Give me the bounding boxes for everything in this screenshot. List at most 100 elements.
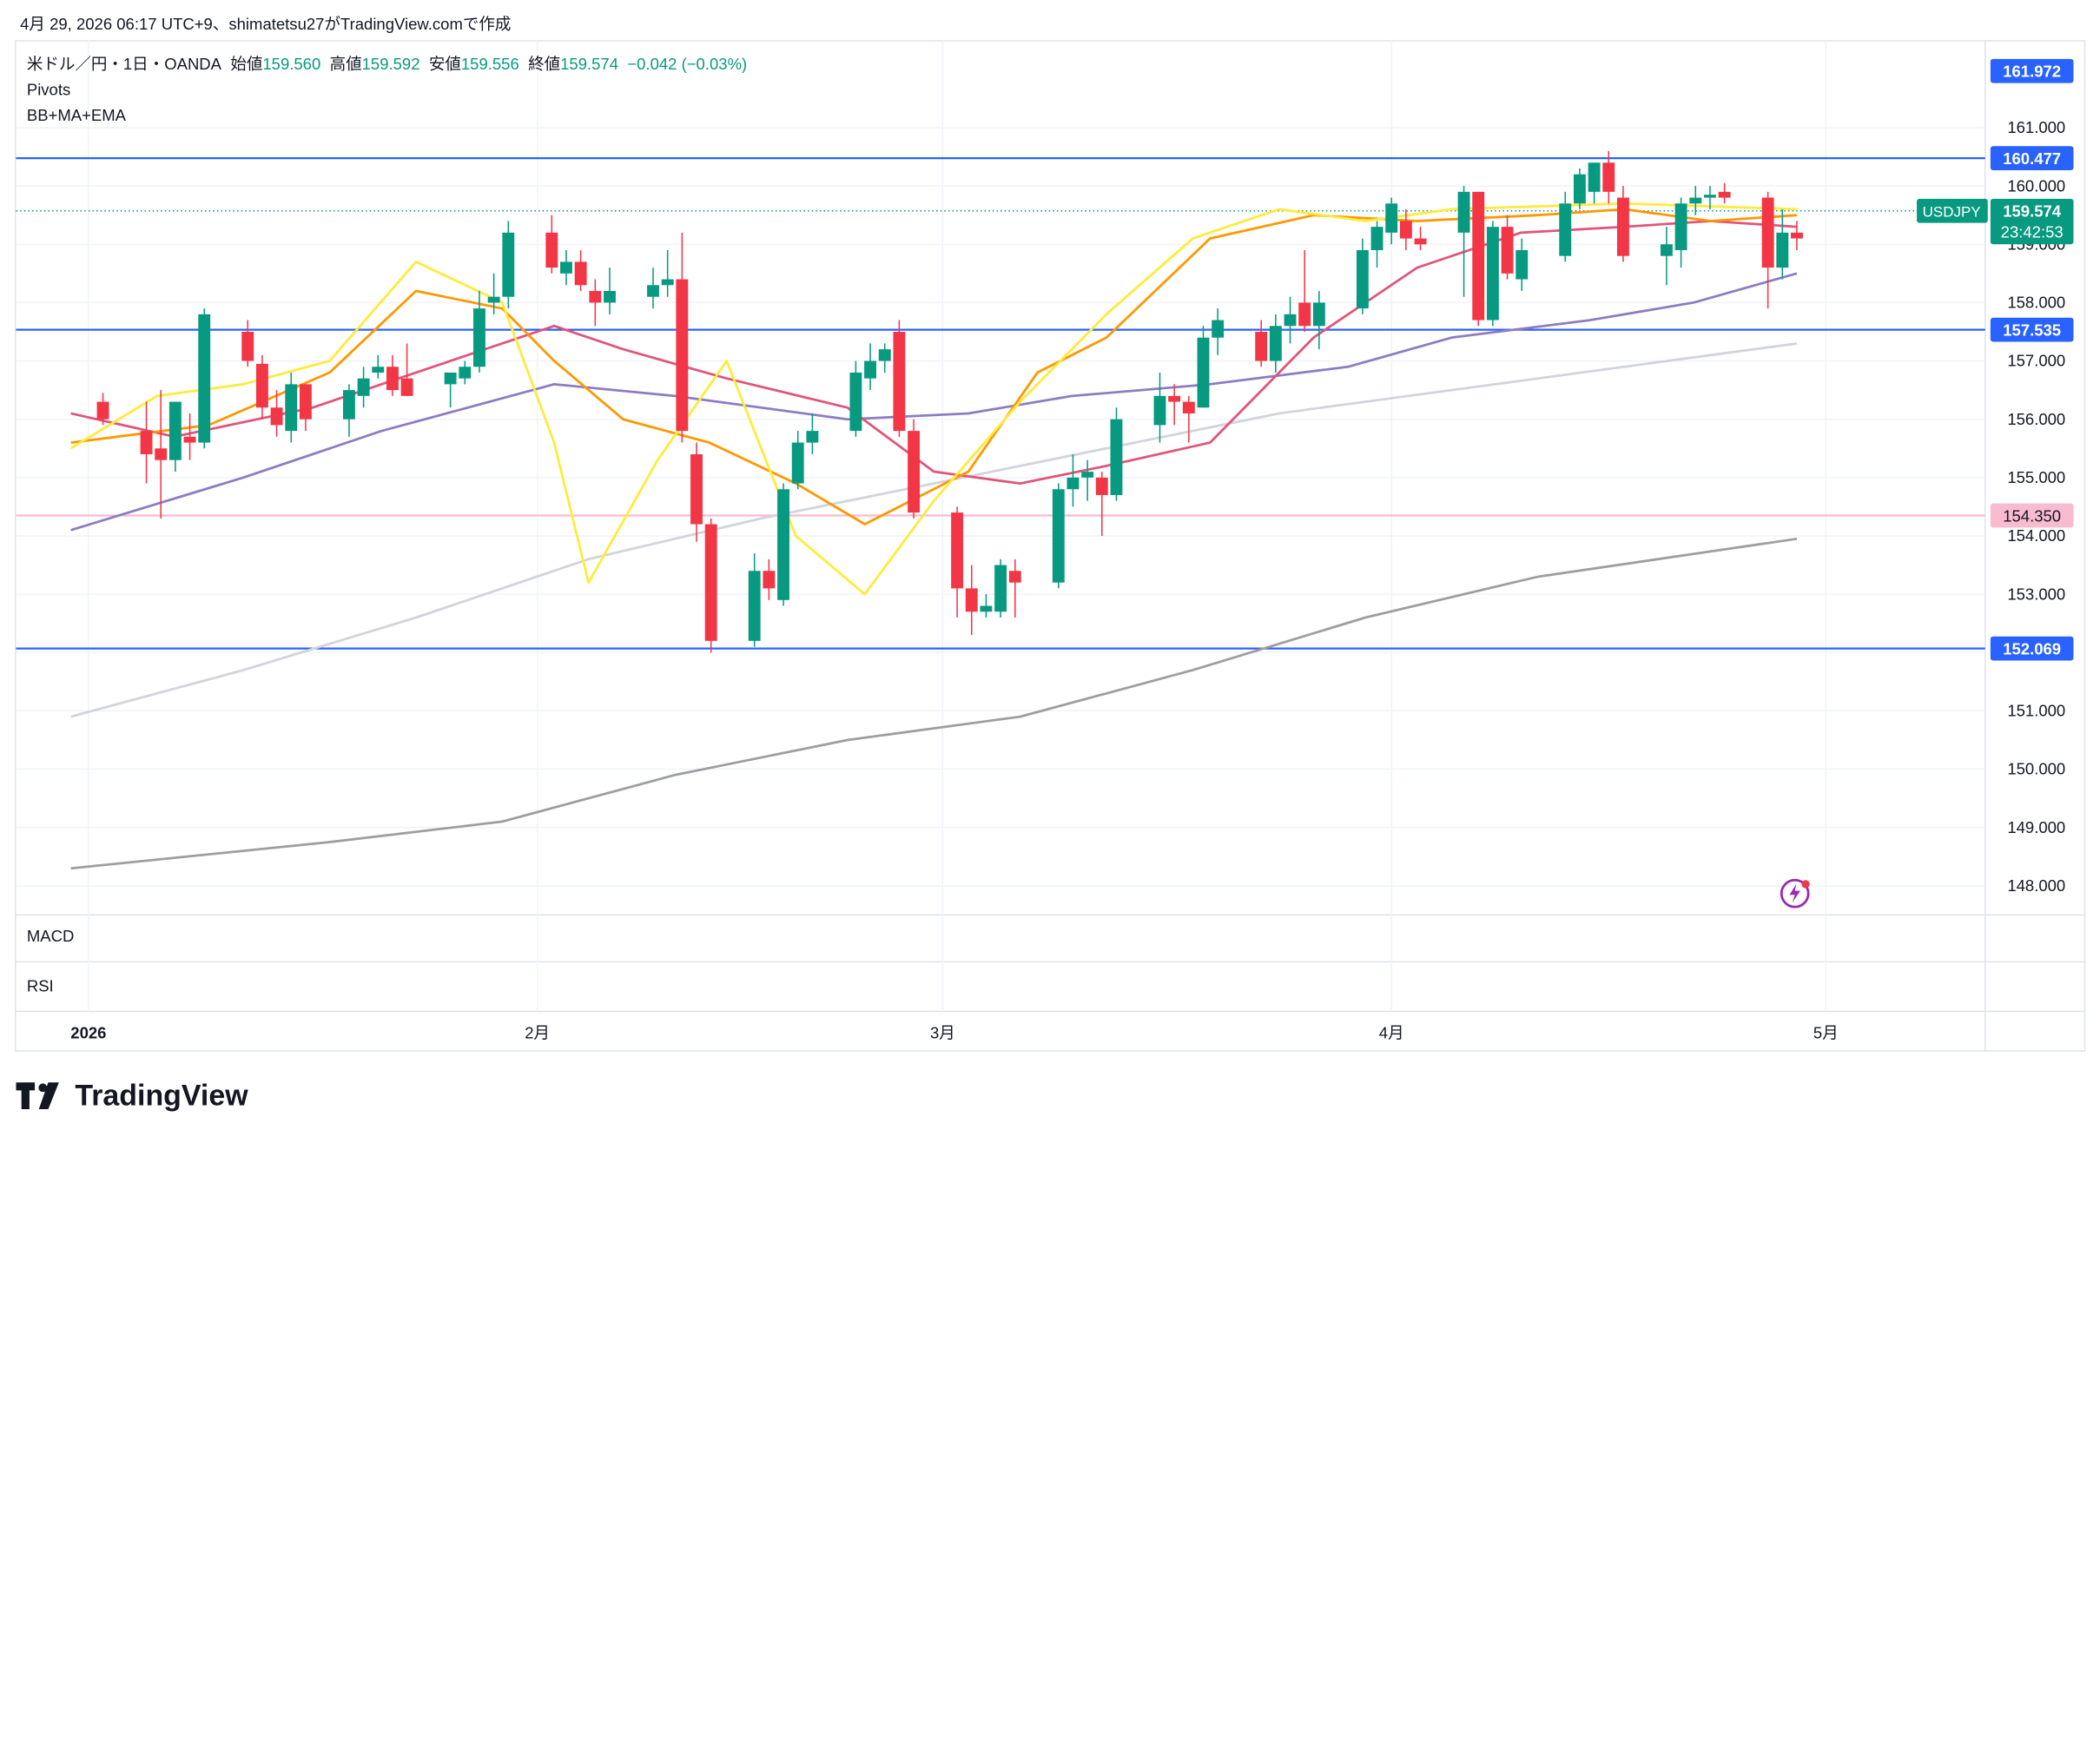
candle-body — [357, 378, 370, 396]
candle-body — [255, 363, 268, 408]
y-tick-label: 149.000 — [2007, 818, 2065, 836]
current-price-badge-bg — [1990, 198, 2074, 245]
candle-body — [342, 390, 355, 420]
candle-body — [1370, 227, 1383, 250]
candle-body — [661, 279, 674, 286]
candle-body — [560, 261, 572, 274]
candle-body — [1356, 249, 1369, 309]
candle-body — [1168, 395, 1181, 402]
candle-body — [1255, 331, 1268, 361]
candle-body — [270, 407, 283, 426]
candle-body — [647, 285, 659, 297]
low-label: 安値 — [428, 55, 461, 74]
price-label-bg — [1990, 58, 2074, 83]
candle-body — [1486, 227, 1499, 321]
candle-body — [1573, 174, 1586, 204]
candle-body — [791, 442, 804, 484]
candle-body — [980, 605, 993, 612]
y-tick-label: 154.000 — [2007, 526, 2065, 545]
candle-body — [1704, 195, 1716, 198]
candle-body — [1660, 244, 1673, 256]
candle-body — [473, 308, 485, 367]
candle-body — [704, 524, 717, 641]
candle-body — [1457, 191, 1470, 233]
countdown-timer: 23:42:53 — [2001, 223, 2064, 241]
x-tick-label: 3月 — [930, 1023, 955, 1041]
rsi-pane-label[interactable]: RSI — [26, 976, 54, 995]
x-tick-label: 2月 — [525, 1023, 550, 1041]
candle-body — [1153, 395, 1166, 426]
y-tick-label: 148.000 — [2007, 876, 2065, 895]
candle-body — [299, 384, 312, 420]
candle-body — [1718, 191, 1731, 198]
price-label: 152.069 — [2003, 640, 2061, 658]
macd-pane-label[interactable]: MACD — [26, 927, 75, 946]
candle-body — [1212, 320, 1225, 338]
candle-body — [140, 431, 153, 454]
ma-line-ma100 — [70, 342, 1798, 718]
candle-body — [285, 384, 298, 432]
price-label-bg — [1990, 636, 2074, 661]
x-tick-label: 4月 — [1379, 1023, 1404, 1041]
candle-body — [183, 436, 196, 443]
brand-name: TradingView — [75, 1078, 248, 1113]
open-label: 始値 — [230, 55, 263, 74]
candle-body — [763, 571, 776, 589]
price-label: 160.477 — [2003, 149, 2061, 168]
candle-body — [1472, 191, 1485, 321]
indicator-bb-ma-ema[interactable]: BB+MA+EMA — [26, 105, 127, 125]
candle-body — [487, 296, 500, 303]
candle-body — [1269, 326, 1282, 361]
candle-body — [1501, 227, 1514, 274]
symbol-badge: USDJPY — [1923, 204, 1981, 221]
candle-body — [994, 565, 1007, 612]
high-label: 高値 — [329, 55, 362, 74]
candle-body — [690, 453, 703, 525]
candle-body — [1385, 203, 1398, 233]
symbol-label[interactable]: 米ドル／円・1日・OANDA — [26, 55, 222, 74]
candle-body — [1095, 477, 1108, 495]
candle-body — [1588, 162, 1601, 192]
candle-body — [777, 489, 789, 600]
candle-body — [1516, 249, 1529, 280]
lightning-icon-ring — [1780, 878, 1810, 909]
price-label-bg — [1990, 146, 2074, 170]
y-tick-label: 150.000 — [2007, 760, 2065, 778]
candle-body — [1761, 197, 1774, 268]
y-tick-label: 158.000 — [2007, 294, 2065, 312]
candle-body — [1067, 477, 1080, 490]
tradingview-logo[interactable]: TradingView — [16, 1078, 248, 1114]
lightning-icon[interactable] — [1780, 878, 1810, 909]
y-tick-label: 151.000 — [2007, 702, 2065, 720]
change-value: −0.042 (−0.03%) — [627, 55, 748, 74]
candle-body — [1008, 571, 1021, 583]
low-value: 159.556 — [460, 55, 519, 74]
candle-body — [1182, 401, 1195, 413]
x-tick-label: 2026 — [70, 1023, 106, 1041]
symbol-badge-bg — [1917, 198, 1988, 223]
candle-body — [1110, 419, 1123, 495]
indicator-pivots[interactable]: Pivots — [26, 80, 71, 100]
y-tick-label: 153.000 — [2007, 585, 2065, 603]
y-tick-label: 155.000 — [2007, 468, 2065, 486]
candle-body — [1298, 302, 1311, 327]
candle-body — [502, 232, 515, 297]
candle-body — [1674, 203, 1687, 250]
open-value: 159.560 — [262, 55, 321, 74]
candle-body — [1559, 203, 1572, 256]
current-price-value: 159.574 — [2003, 202, 2062, 221]
candle-body — [864, 360, 877, 379]
x-tick-label: 5月 — [1813, 1023, 1839, 1041]
candle-body — [168, 401, 182, 460]
candle-body — [849, 372, 862, 432]
candle-body — [1399, 221, 1412, 239]
candle-body — [1791, 232, 1803, 239]
close-label: 終値 — [528, 55, 561, 74]
lightning-icon-dot — [1801, 880, 1810, 889]
tradingview-logo-icon — [16, 1082, 59, 1110]
price-chart[interactable]: 148.000149.000150.000151.000152.000153.0… — [0, 0, 2100, 1058]
ma-line-ma50 — [70, 272, 1798, 532]
lightning-icon-bolt — [1789, 883, 1800, 903]
candle-body — [806, 431, 819, 443]
